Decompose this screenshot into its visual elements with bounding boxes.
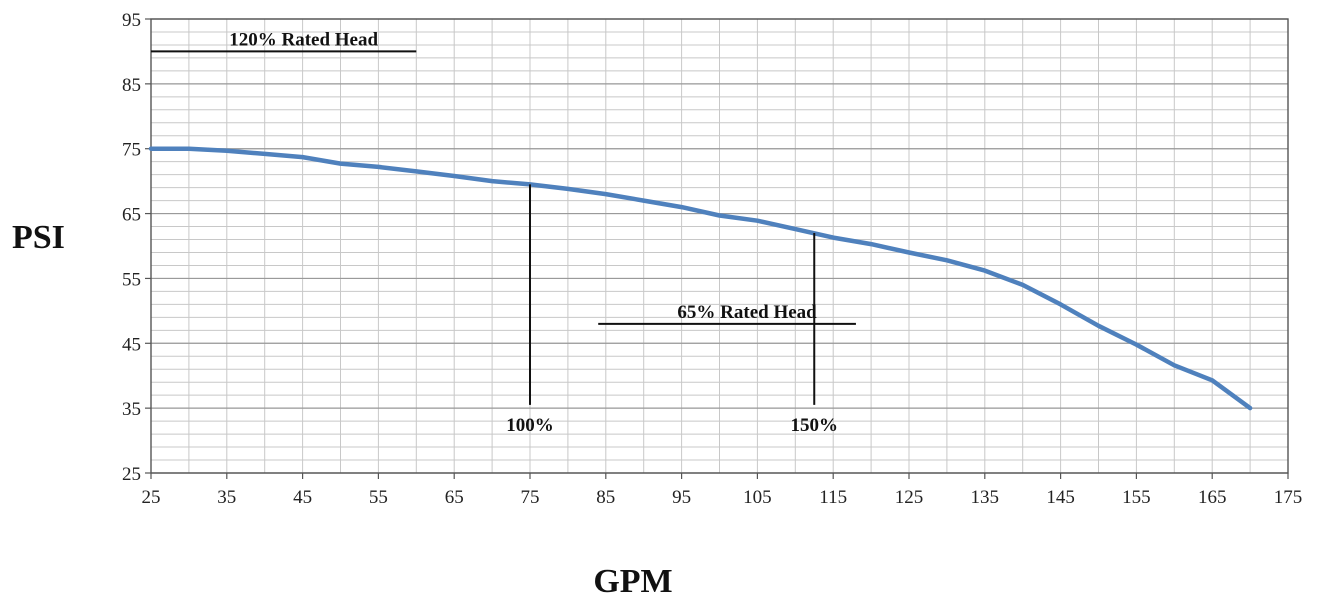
y-tick-label: 95 [122,10,141,31]
y-tick-labels: 25 35 45 55 65 75 85 95 [122,10,141,485]
x-tick-label: 175 [1274,487,1303,508]
pump-curve-line [148,146,1253,411]
x-tick-label: 145 [1046,487,1075,508]
x-tick-label: 95 [672,487,691,508]
x-tick-label: 155 [1122,487,1151,508]
y-tick-label: 45 [122,334,141,355]
x-axis-title: GPM [593,563,672,600]
y-tick-label: 75 [122,140,141,161]
rated-flow-label: 150% [791,415,839,436]
plot-frame [150,18,1289,474]
x-tick-label: 45 [293,487,312,508]
rated-flow-label: 100% [506,415,554,436]
x-tick-label: 165 [1198,487,1227,508]
annotations: 120% Rated Head 65% Rated Head 100% 150% [151,29,856,436]
rated-head-label: 65% Rated Head [677,302,817,323]
x-tick-label: 135 [971,487,1000,508]
y-tick-label: 65 [122,205,141,226]
x-tick-label: 65 [445,487,464,508]
x-tick-label: 75 [521,487,540,508]
x-tick-label: 115 [819,487,847,508]
y-tick-label: 55 [122,269,141,290]
axes [145,18,1289,479]
y-axis-title: PSI [12,219,65,256]
rated-head-label: 120% Rated Head [229,29,378,50]
x-tick-labels: 25 35 45 55 65 75 85 95 105 115 125 135 145 155 165 175 [142,487,1303,508]
minor-gridlines [150,18,1289,474]
x-tick-label: 105 [743,487,772,508]
x-tick-label: 125 [895,487,924,508]
y-tick-label: 85 [122,75,141,96]
y-tick-label: 35 [122,399,141,420]
y-tick-label: 25 [122,464,141,485]
x-tick-label: 55 [369,487,388,508]
x-tick-label: 85 [596,487,615,508]
x-tick-label: 35 [217,487,236,508]
series-layer [148,146,1253,411]
x-tick-label: 25 [142,487,161,508]
